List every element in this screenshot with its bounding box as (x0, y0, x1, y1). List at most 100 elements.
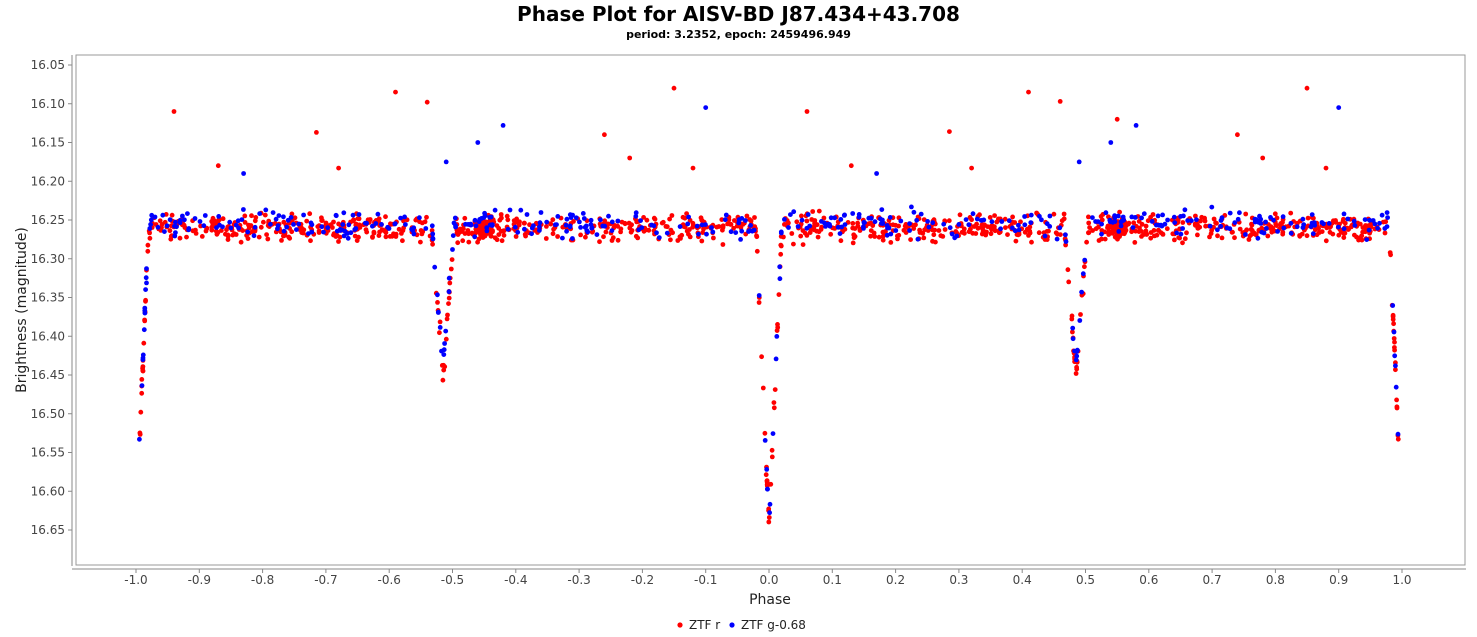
ztf-r-point (1299, 231, 1305, 237)
ztf-r-point (256, 234, 262, 240)
ztf-g-point (654, 230, 659, 236)
ztf-g-point (1281, 225, 1287, 231)
ztf-r-point (1010, 214, 1015, 220)
ztf-g-point (1022, 214, 1027, 219)
ztf-r-point (1391, 321, 1396, 327)
ztf-g-point (370, 223, 375, 229)
ztf-g-point (1047, 224, 1053, 229)
ztf-g-point (214, 225, 219, 231)
ztf-g-point (239, 217, 245, 223)
ztf-r-point (610, 235, 616, 241)
ztf-r-point (996, 230, 1002, 236)
ztf-r-point (776, 292, 782, 297)
ztf-g-point (201, 223, 207, 229)
ztf-g-point (963, 217, 969, 223)
ztf-r-point (1070, 329, 1075, 335)
ztf-r-point (800, 242, 806, 248)
ztf-r-point (435, 300, 440, 305)
ztf-r-point (850, 240, 856, 246)
ztf-g-point (762, 438, 768, 443)
y-tick-label: 16.25 (31, 213, 65, 227)
ztf-g-point (822, 220, 827, 226)
ztf-g-point (868, 215, 874, 221)
ztf-g-point (417, 215, 422, 221)
ztf-g-point (439, 348, 444, 354)
ztf-r-point (1392, 339, 1397, 345)
ztf-r-point (1164, 226, 1170, 232)
ztf-r-point (1132, 240, 1138, 245)
ztf-g-point (651, 223, 657, 229)
ztf-g-point (999, 219, 1005, 224)
ztf-g-point (739, 228, 745, 234)
ztf-r-point (992, 213, 997, 219)
ztf-r-point (1002, 216, 1008, 222)
ztf-r-point (1394, 397, 1399, 403)
ztf-r-point (812, 220, 818, 225)
y-tick-label: 16.55 (31, 446, 65, 460)
ztf-g-point (1028, 212, 1034, 218)
ztf-r-point (778, 243, 784, 249)
ztf-g-point (795, 224, 801, 229)
ztf-g-point (842, 222, 848, 228)
ztf-r-point (1136, 229, 1142, 235)
ztf-r-point (838, 238, 844, 244)
x-tick-label: -0.5 (441, 573, 464, 587)
ztf-r-point (1232, 235, 1237, 241)
ztf-r-point (1073, 371, 1079, 376)
ztf-r-point (238, 239, 244, 245)
ztf-r-point (766, 506, 772, 512)
ztf-g-point (704, 231, 709, 237)
ztf-g-point (411, 225, 417, 231)
ztf-g-point (1099, 221, 1104, 227)
ztf-r-point (901, 227, 907, 233)
ztf-g-point (180, 213, 185, 219)
ztf-r-point (1211, 216, 1217, 222)
ztf-r-point (383, 230, 389, 236)
ztf-r-point (908, 237, 913, 243)
ztf-r-point (214, 231, 220, 237)
ztf-g-point (1077, 318, 1083, 323)
ztf-g-point (294, 227, 299, 233)
ztf-g-point (1288, 230, 1294, 236)
ztf-g-point (1112, 215, 1118, 221)
ztf-r-point (481, 219, 487, 225)
ztf-g-point (1258, 221, 1264, 226)
ztf-g-point (1379, 212, 1385, 218)
ztf-r-point (857, 226, 863, 232)
ztf-g-point (1076, 159, 1082, 165)
ztf-r-point (1273, 222, 1279, 227)
ztf-g-point (578, 225, 583, 230)
x-tick-label: 0.3 (949, 573, 968, 587)
ztf-r-point (351, 217, 356, 223)
ztf-g-point (531, 223, 536, 229)
ztf-r-point (603, 229, 609, 235)
ztf-r-point (752, 215, 757, 220)
ztf-g-point (149, 212, 155, 218)
ztf-r-point (628, 229, 634, 235)
x-tick-label: 0.8 (1266, 573, 1285, 587)
ztf-g-point (633, 210, 639, 216)
ztf-g-point (1391, 329, 1397, 335)
ztf-r-point (177, 235, 183, 241)
ztf-g-point (947, 225, 953, 231)
ztf-r-point (314, 130, 319, 135)
ztf-r-point (1382, 230, 1388, 236)
ztf-g-point (1227, 226, 1233, 232)
ztf-r-point (754, 234, 760, 240)
ztf-g-point (1116, 229, 1122, 234)
ztf-g-point (564, 216, 570, 222)
ztf-g-point (140, 352, 146, 358)
ztf-g-point (481, 215, 487, 221)
x-tick-label: -0.1 (694, 573, 717, 587)
ztf-r-point (141, 340, 147, 346)
ztf-g-point (174, 224, 179, 230)
ztf-r-point (852, 234, 858, 239)
ztf-r-point (184, 234, 189, 240)
ztf-g-point (1110, 219, 1116, 225)
ztf-r-point (763, 472, 769, 478)
ztf-r-point (145, 242, 151, 248)
ztf-g-point (765, 486, 770, 492)
ztf-g-point (1180, 226, 1185, 231)
ztf-r-point (396, 226, 402, 232)
ztf-r-point (1105, 223, 1111, 229)
